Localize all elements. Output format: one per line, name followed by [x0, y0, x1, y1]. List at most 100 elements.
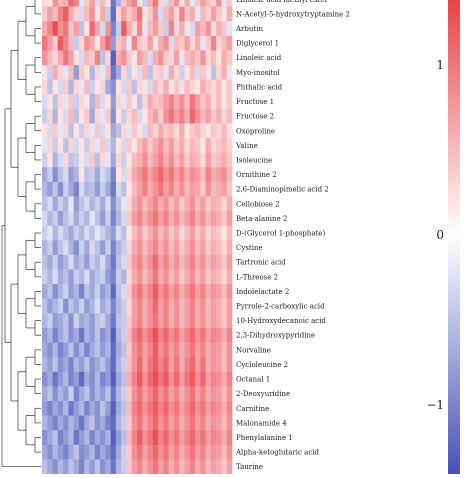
- heatmap-cell: [94, 152, 101, 168]
- heatmap-cell: [131, 284, 138, 300]
- heatmap-cell: [205, 138, 212, 153]
- heatmap-cell: [57, 415, 64, 431]
- heatmap-cell: [68, 181, 74, 197]
- heatmap-cell: [47, 444, 53, 460]
- heatmap-cell: [68, 371, 74, 387]
- heatmap-cell: [94, 6, 101, 22]
- heatmap-cell: [126, 196, 133, 212]
- heatmap-cell: [131, 167, 138, 183]
- heatmap-cell: [221, 50, 228, 66]
- heatmap-cell: [110, 444, 117, 460]
- heatmap-cell: [137, 313, 143, 329]
- heatmap-cell: [68, 152, 74, 168]
- heatmap-cell: [121, 123, 127, 139]
- heatmap-cell: [179, 284, 185, 300]
- heatmap-cell: [131, 211, 138, 226]
- heatmap-cell: [84, 298, 90, 314]
- heatmap-cell: [137, 0, 143, 7]
- heatmap-cell: [126, 79, 133, 95]
- heatmap-cell: [152, 415, 159, 431]
- heatmap-cell: [210, 94, 217, 110]
- heatmap-cell: [205, 50, 212, 66]
- heatmap-cell: [205, 225, 212, 241]
- heatmap-cell: [52, 284, 59, 300]
- heatmap-cell: [84, 152, 90, 168]
- heatmap-cell: [68, 196, 74, 212]
- heatmap-cell: [158, 225, 164, 241]
- row-label: Tartronic acid: [236, 259, 286, 267]
- heatmap-cell: [115, 269, 122, 285]
- heatmap-cell: [121, 400, 127, 416]
- heatmap-cell: [63, 254, 69, 270]
- heatmap-cell: [216, 284, 222, 300]
- heatmap-cell: [210, 167, 217, 183]
- heatmap-cell: [210, 138, 217, 153]
- heatmap-cell: [89, 371, 96, 387]
- heatmap-cell: [84, 284, 90, 300]
- heatmap-cell: [94, 196, 101, 212]
- heatmap-cell: [179, 254, 185, 270]
- heatmap-cell: [121, 313, 127, 329]
- heatmap-cell: [131, 65, 138, 80]
- heatmap-cell: [179, 298, 185, 314]
- heatmap-cell: [189, 138, 196, 153]
- heatmap-cell: [63, 65, 69, 80]
- heatmap-cell: [184, 152, 191, 168]
- heatmap-cell: [57, 138, 64, 153]
- heatmap-cell: [78, 167, 85, 183]
- heatmap-cell: [189, 254, 196, 270]
- heatmap-cell: [147, 240, 154, 256]
- heatmap-cell: [195, 342, 201, 358]
- heatmap-cell: [131, 79, 138, 95]
- heatmap-cell: [221, 444, 228, 460]
- heatmap-cell: [216, 444, 222, 460]
- heatmap-cell: [205, 240, 212, 256]
- heatmap-cell: [73, 298, 80, 314]
- heatmap-cell: [94, 386, 101, 402]
- heatmap-cell: [179, 415, 185, 431]
- heatmap-cell: [152, 35, 159, 51]
- heatmap-cell: [158, 459, 164, 475]
- heatmap-cell: [73, 327, 80, 343]
- heatmap-cell: [142, 298, 148, 314]
- heatmap-cell: [173, 400, 180, 416]
- heatmap-cell: [168, 313, 175, 329]
- heatmap-cell: [216, 108, 222, 124]
- heatmap-cell: [131, 152, 138, 168]
- heatmap-cell: [78, 181, 85, 197]
- heatmap-cell: [221, 108, 228, 124]
- heatmap-cell: [216, 79, 222, 95]
- heatmap-cell: [168, 444, 175, 460]
- heatmap-cell: [131, 6, 138, 22]
- heatmap-cell: [147, 167, 154, 183]
- heatmap-cell: [158, 415, 164, 431]
- heatmap-cell: [47, 400, 53, 416]
- heatmap-cell: [42, 459, 48, 475]
- row-label: Cystine: [236, 244, 263, 252]
- heatmap-cell: [147, 357, 154, 373]
- heatmap-cell: [68, 459, 74, 475]
- heatmap-cell: [57, 371, 64, 387]
- color-legend: 1 0 −1: [426, 0, 460, 478]
- heatmap-cell: [189, 415, 196, 431]
- heatmap-cell: [216, 138, 222, 153]
- heatmap-cell: [73, 459, 80, 475]
- heatmap-cell: [168, 459, 175, 475]
- heatmap-cell: [110, 94, 117, 110]
- heatmap-cell: [131, 21, 138, 37]
- heatmap-cell: [89, 225, 96, 241]
- heatmap-cell: [226, 138, 233, 153]
- heatmap-cell: [147, 35, 154, 51]
- heatmap-cell: [42, 21, 48, 37]
- heatmap-cell: [179, 94, 185, 110]
- heatmap-cell: [100, 284, 106, 300]
- heatmap-cell: [179, 6, 185, 22]
- heatmap-cell: [94, 313, 101, 329]
- heatmap-cell: [163, 269, 169, 285]
- heatmap-cell: [68, 138, 74, 153]
- heatmap-cell: [137, 386, 143, 402]
- heatmap-cell: [216, 50, 222, 66]
- heatmap-cell: [126, 284, 133, 300]
- heatmap-cell: [168, 211, 175, 226]
- heatmap-cell: [115, 0, 122, 7]
